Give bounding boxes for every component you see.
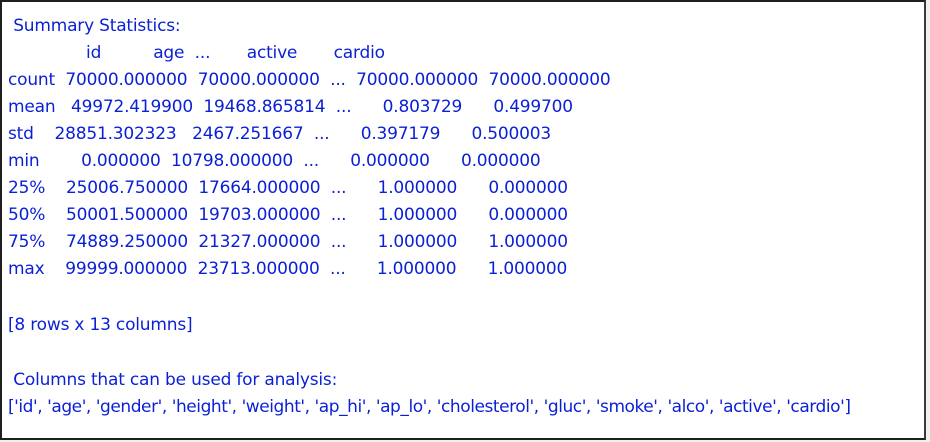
stats-row-50pct: 50% 50001.500000 19703.000000 ... 1.0000… xyxy=(8,205,568,225)
stats-row-count: count 70000.000000 70000.000000 ... 7000… xyxy=(8,70,611,90)
stats-row-mean: mean 49972.419900 19468.865814 ... 0.803… xyxy=(8,97,573,117)
stats-row-25pct: 25% 25006.750000 17664.000000 ... 1.0000… xyxy=(8,178,568,198)
stats-row-std: std 28851.302323 2467.251667 ... 0.39717… xyxy=(8,124,551,144)
columns-heading: Columns that can be used for analysis: xyxy=(8,370,338,390)
stats-header-row: id age ... active cardio xyxy=(8,43,385,63)
stats-row-max: max 99999.000000 23713.000000 ... 1.0000… xyxy=(8,259,568,279)
stats-row-min: min 0.000000 10798.000000 ... 0.000000 0… xyxy=(8,151,541,171)
columns-list: ['id', 'age', 'gender', 'height', 'weigh… xyxy=(8,397,851,417)
stats-row-75pct: 75% 74889.250000 21327.000000 ... 1.0000… xyxy=(8,232,568,252)
shape-note: [8 rows x 13 columns] xyxy=(8,315,193,335)
summary-heading: Summary Statistics: xyxy=(8,16,181,36)
